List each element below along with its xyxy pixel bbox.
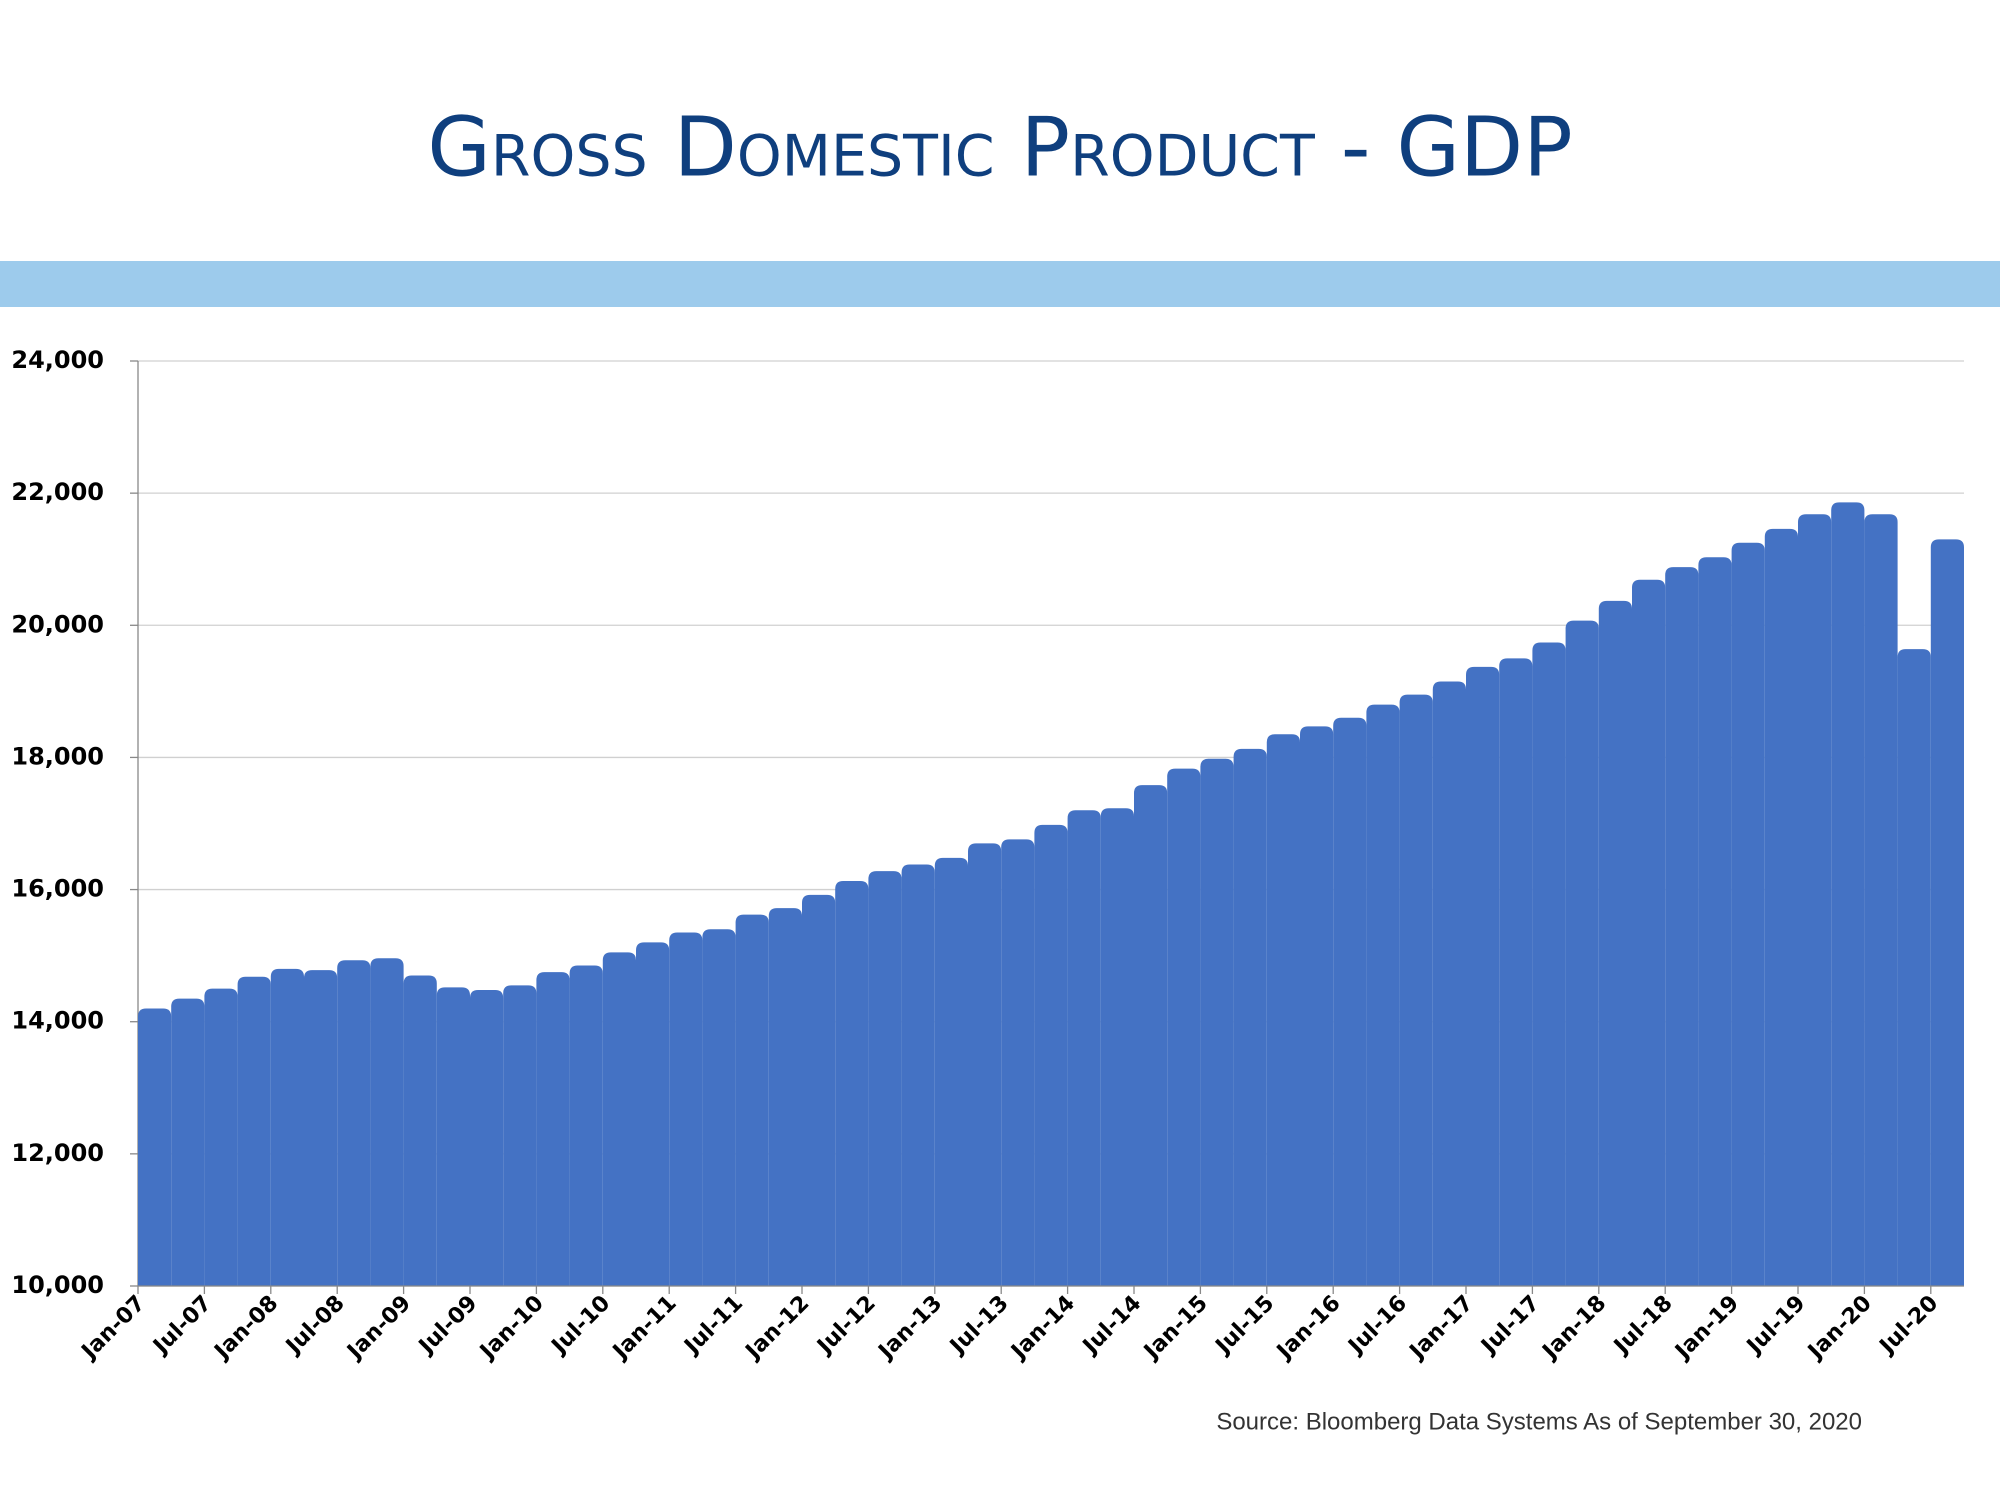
bar — [1233, 748, 1267, 1286]
bar — [1698, 557, 1732, 1286]
x-tick-label: Jan-19 — [1670, 1291, 1745, 1366]
x-tick-label: Jan-12 — [740, 1291, 815, 1366]
bar — [171, 998, 205, 1286]
bar — [1897, 649, 1931, 1286]
x-tick-label: Jul-08 — [280, 1291, 349, 1360]
x-tick-label: Jan-13 — [873, 1291, 948, 1366]
x-tick-label: Jul-12 — [811, 1291, 880, 1360]
bar — [304, 970, 338, 1286]
x-tick-label: Jul-16 — [1343, 1291, 1412, 1360]
x-tick-label: Jul-10 — [546, 1291, 615, 1360]
x-tick-label: Jan-18 — [1537, 1291, 1612, 1366]
bar — [768, 908, 802, 1286]
bar — [1134, 785, 1168, 1286]
bar — [868, 871, 902, 1286]
x-tick-label: Jul-15 — [1210, 1291, 1279, 1360]
x-tick-label: Jan-09 — [342, 1291, 417, 1366]
x-tick-label: Jul-07 — [147, 1291, 216, 1360]
bar — [802, 894, 836, 1286]
chart-title: Gross Domestic Product - GDP — [427, 100, 1572, 195]
bar — [1831, 502, 1865, 1287]
bar — [1432, 681, 1466, 1286]
bar — [669, 932, 703, 1286]
bar — [968, 843, 1002, 1286]
x-tick-label: Jul-13 — [944, 1291, 1013, 1360]
x-tick-label: Jul-11 — [679, 1291, 748, 1360]
bar — [901, 864, 935, 1286]
bar — [735, 914, 769, 1286]
x-tick-label: Jan-16 — [1271, 1291, 1346, 1366]
x-tick-label: Jul-14 — [1077, 1291, 1146, 1360]
bar — [1598, 600, 1632, 1286]
y-tick-label: 10,000 — [11, 1271, 104, 1299]
bar — [1466, 666, 1500, 1286]
bar — [636, 942, 670, 1286]
bar — [503, 985, 537, 1286]
bar — [270, 968, 304, 1286]
bar — [1532, 642, 1566, 1286]
y-tick-label: 12,000 — [11, 1139, 104, 1167]
bar — [1864, 514, 1898, 1286]
x-tick-label: Jan-10 — [474, 1291, 549, 1366]
y-tick-label: 16,000 — [11, 875, 104, 903]
bar — [1499, 658, 1533, 1286]
bar — [1764, 528, 1798, 1286]
bar — [337, 960, 371, 1286]
x-tick-label: Jan-07 — [76, 1291, 151, 1366]
bar — [835, 880, 869, 1286]
bar — [1798, 514, 1832, 1286]
y-tick-label: 22,000 — [11, 478, 104, 506]
y-tick-label: 14,000 — [11, 1007, 104, 1035]
bar — [1333, 717, 1367, 1286]
source-note: Source: Bloomberg Data Systems As of Sep… — [1216, 1408, 1862, 1435]
bar — [138, 1008, 172, 1286]
x-tick-label: Jul-18 — [1608, 1291, 1677, 1360]
bar — [536, 972, 570, 1286]
bar — [436, 987, 470, 1286]
bar — [1001, 839, 1035, 1286]
bar — [569, 965, 603, 1286]
bar — [1731, 542, 1765, 1286]
bar — [602, 952, 636, 1286]
bar — [1167, 768, 1201, 1286]
x-tick-label: Jan-17 — [1404, 1291, 1479, 1366]
bar — [1930, 539, 1964, 1286]
y-tick-label: 20,000 — [11, 610, 104, 638]
bar — [1266, 734, 1300, 1286]
bar — [1200, 758, 1234, 1286]
title-band — [0, 261, 2000, 307]
bar — [934, 857, 968, 1286]
bar — [1300, 726, 1334, 1286]
x-tick-label: Jul-20 — [1874, 1291, 1943, 1360]
x-tick-label: Jul-09 — [413, 1291, 482, 1360]
bar — [1034, 824, 1068, 1286]
x-tick-label: Jan-20 — [1802, 1291, 1877, 1366]
y-tick-label: 18,000 — [11, 742, 104, 770]
x-tick-label: Jul-19 — [1741, 1291, 1810, 1360]
bar — [370, 958, 404, 1286]
bar — [237, 976, 271, 1286]
bar — [1067, 810, 1101, 1286]
x-tick-label: Jan-14 — [1006, 1291, 1081, 1366]
x-tick-label: Jan-08 — [209, 1291, 284, 1366]
bar — [204, 988, 238, 1286]
x-tick-label: Jan-11 — [607, 1291, 682, 1366]
x-tick-label: Jul-17 — [1475, 1291, 1544, 1360]
bar — [470, 990, 504, 1286]
x-tick-label: Jan-15 — [1138, 1291, 1213, 1366]
bar — [403, 975, 437, 1286]
bar — [1399, 694, 1433, 1286]
bar — [1100, 808, 1134, 1286]
bar — [702, 929, 736, 1286]
bar — [1366, 704, 1400, 1286]
bar — [1665, 567, 1699, 1286]
bar — [1632, 579, 1666, 1286]
y-tick-label: 24,000 — [11, 346, 104, 374]
bar — [1565, 620, 1599, 1286]
